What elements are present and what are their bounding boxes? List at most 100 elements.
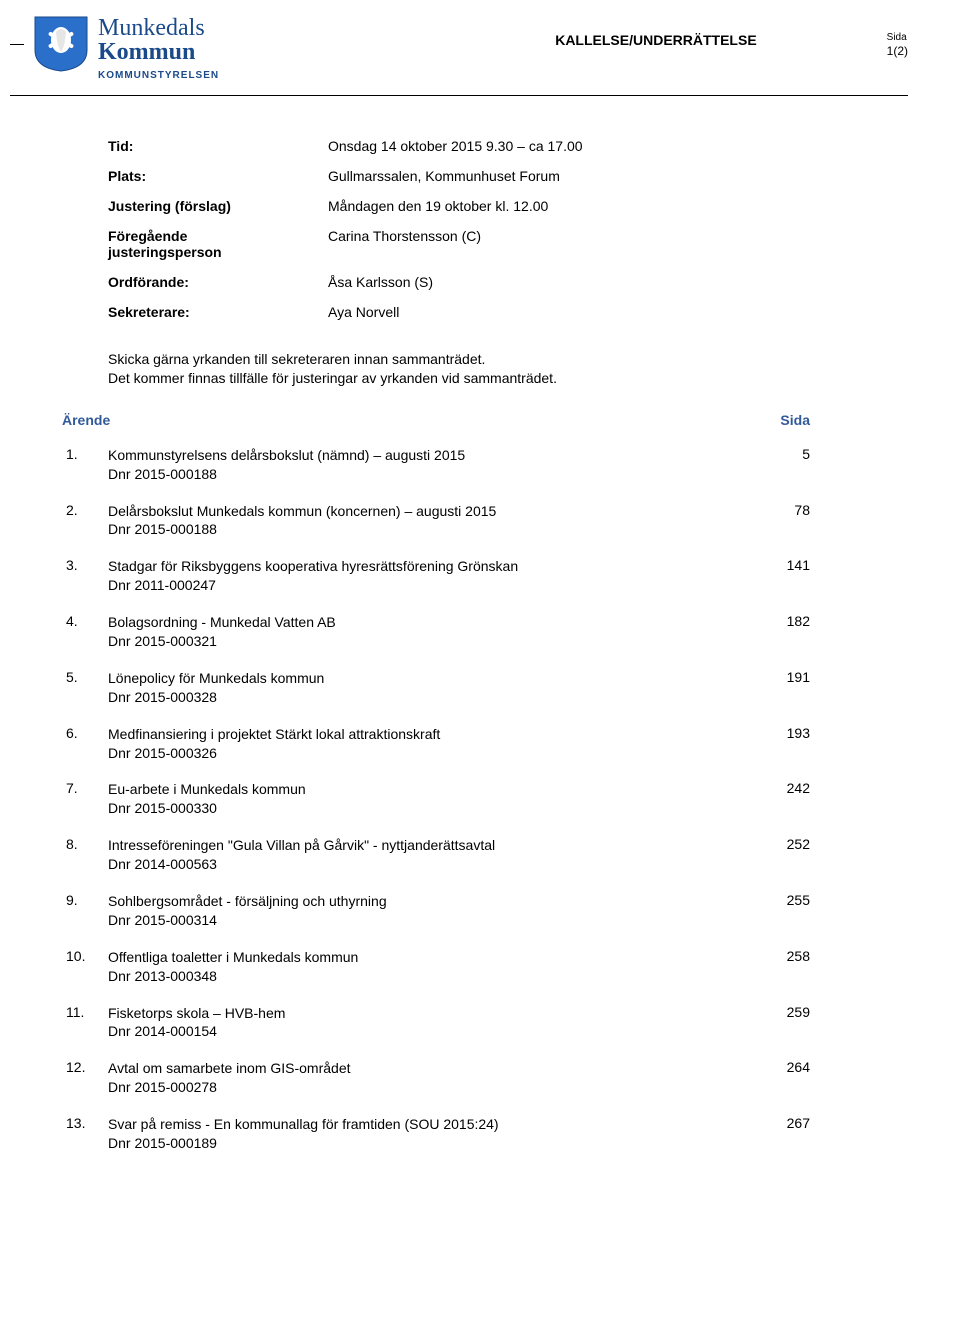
agenda-dnr: Dnr 2011-000247: [108, 576, 750, 595]
agenda-number: 1.: [62, 446, 108, 484]
agenda-header: Ärende Sida: [62, 412, 810, 428]
meta-label: Justering (förslag): [108, 198, 328, 214]
agenda-item: 7.Eu-arbete i Munkedals kommunDnr 2015-0…: [62, 780, 810, 818]
agenda-number: 3.: [62, 557, 108, 595]
agenda-body: Bolagsordning - Munkedal Vatten ABDnr 20…: [108, 613, 750, 651]
agenda-dnr: Dnr 2015-000321: [108, 632, 750, 651]
meta-label: Ordförande:: [108, 274, 328, 290]
agenda-body: Svar på remiss - En kommunallag för fram…: [108, 1115, 750, 1153]
agenda-page: 193: [750, 725, 810, 763]
page-header: Munkedals Kommun KOMMUNSTYRELSEN KALLELS…: [10, 14, 908, 81]
agenda-item: 6.Medfinansiering i projektet Stärkt lok…: [62, 725, 810, 763]
agenda-title: Kommunstyrelsens delårsbokslut (nämnd) –…: [108, 446, 750, 465]
agenda-title: Intresseföreningen "Gula Villan på Gårvi…: [108, 836, 750, 855]
agenda-page: 258: [750, 948, 810, 986]
agenda-title: Bolagsordning - Munkedal Vatten AB: [108, 613, 750, 632]
document-title: KALLELSE/UNDERRÄTTELSE: [555, 32, 756, 48]
agenda-page: 78: [750, 502, 810, 540]
agenda-title: Eu-arbete i Munkedals kommun: [108, 780, 750, 799]
agenda-number: 8.: [62, 836, 108, 874]
agenda-body: Eu-arbete i Munkedals kommunDnr 2015-000…: [108, 780, 750, 818]
agenda-header-right: Sida: [780, 412, 810, 428]
logo-block: Munkedals Kommun KOMMUNSTYRELSEN: [10, 14, 219, 81]
agenda-body: Sohlbergsområdet - försäljning och uthyr…: [108, 892, 750, 930]
agenda-item: 3.Stadgar för Riksbyggens kooperativa hy…: [62, 557, 810, 595]
agenda-body: Kommunstyrelsens delårsbokslut (nämnd) –…: [108, 446, 750, 484]
content: Tid:Onsdag 14 oktober 2015 9.30 – ca 17.…: [10, 96, 810, 1153]
meta-label: Sekreterare:: [108, 304, 328, 320]
agenda-item: 11.Fisketorps skola – HVB-hemDnr 2014-00…: [62, 1004, 810, 1042]
note-line-1: Skicka gärna yrkanden till sekreteraren …: [108, 351, 485, 367]
agenda-body: Intresseföreningen "Gula Villan på Gårvi…: [108, 836, 750, 874]
meta-label: Plats:: [108, 168, 328, 184]
agenda-title: Delårsbokslut Munkedals kommun (koncerne…: [108, 502, 750, 521]
agenda-dnr: Dnr 2015-000188: [108, 465, 750, 484]
agenda-page: 255: [750, 892, 810, 930]
header-right: KALLELSE/UNDERRÄTTELSE Sida 1(2): [555, 14, 908, 58]
agenda-title: Stadgar för Riksbyggens kooperativa hyre…: [108, 557, 750, 576]
page-info-number: 1(2): [887, 44, 908, 58]
agenda-title: Sohlbergsområdet - försäljning och uthyr…: [108, 892, 750, 911]
agenda-dnr: Dnr 2015-000330: [108, 799, 750, 818]
meta-value: Aya Norvell: [328, 304, 810, 320]
agenda-page: 191: [750, 669, 810, 707]
meta-value: Åsa Karlsson (S): [328, 274, 810, 290]
agenda-number: 5.: [62, 669, 108, 707]
meta-value: Onsdag 14 oktober 2015 9.30 – ca 17.00: [328, 138, 810, 154]
agenda-page: 264: [750, 1059, 810, 1097]
logo-name-light: Munkedals: [98, 15, 205, 41]
agenda-dnr: Dnr 2015-000278: [108, 1078, 750, 1097]
agenda-dnr: Dnr 2015-000314: [108, 911, 750, 930]
agenda-number: 10.: [62, 948, 108, 986]
agenda-title: Lönepolicy för Munkedals kommun: [108, 669, 750, 688]
note-line-2: Det kommer finnas tillfälle för justerin…: [108, 370, 557, 386]
agenda-item: 2.Delårsbokslut Munkedals kommun (koncer…: [62, 502, 810, 540]
page-info: Sida 1(2): [887, 32, 908, 58]
agenda-body: Avtal om samarbete inom GIS-områdetDnr 2…: [108, 1059, 750, 1097]
agenda-item: 5.Lönepolicy för Munkedals kommunDnr 201…: [62, 669, 810, 707]
agenda-item: 12.Avtal om samarbete inom GIS-områdetDn…: [62, 1059, 810, 1097]
agenda-number: 4.: [62, 613, 108, 651]
agenda-list: 1.Kommunstyrelsens delårsbokslut (nämnd)…: [62, 446, 810, 1153]
meta-value: Carina Thorstensson (C): [328, 228, 810, 260]
agenda-title: Svar på remiss - En kommunallag för fram…: [108, 1115, 750, 1134]
agenda-item: 8.Intresseföreningen "Gula Villan på Går…: [62, 836, 810, 874]
agenda-title: Fisketorps skola – HVB-hem: [108, 1004, 750, 1023]
agenda-body: Offentliga toaletter i Munkedals kommunD…: [108, 948, 750, 986]
agenda-dnr: Dnr 2015-000328: [108, 688, 750, 707]
agenda-body: Medfinansiering i projektet Stärkt lokal…: [108, 725, 750, 763]
agenda-number: 2.: [62, 502, 108, 540]
agenda-body: Delårsbokslut Munkedals kommun (koncerne…: [108, 502, 750, 540]
agenda-number: 11.: [62, 1004, 108, 1042]
logo-subtitle: KOMMUNSTYRELSEN: [98, 70, 219, 81]
agenda-dnr: Dnr 2015-000326: [108, 744, 750, 763]
agenda-page: 259: [750, 1004, 810, 1042]
logo-name: Munkedals Kommun: [98, 16, 219, 64]
agenda-number: 6.: [62, 725, 108, 763]
meta-label: Föregåendejusteringsperson: [108, 228, 328, 260]
agenda-number: 13.: [62, 1115, 108, 1153]
agenda-item: 13.Svar på remiss - En kommunallag för f…: [62, 1115, 810, 1153]
agenda-number: 7.: [62, 780, 108, 818]
agenda-dnr: Dnr 2013-000348: [108, 967, 750, 986]
agenda-header-left: Ärende: [62, 412, 110, 428]
agenda-item: 9.Sohlbergsområdet - försäljning och uth…: [62, 892, 810, 930]
page-info-label: Sida: [887, 32, 908, 44]
page: Munkedals Kommun KOMMUNSTYRELSEN KALLELS…: [0, 0, 960, 1342]
agenda-page: 242: [750, 780, 810, 818]
agenda-page: 182: [750, 613, 810, 651]
agenda-item: 4.Bolagsordning - Munkedal Vatten ABDnr …: [62, 613, 810, 651]
agenda-page: 5: [750, 446, 810, 484]
note-paragraph: Skicka gärna yrkanden till sekreteraren …: [108, 350, 810, 388]
agenda-dnr: Dnr 2015-000189: [108, 1134, 750, 1153]
meta-value: Gullmarssalen, Kommunhuset Forum: [328, 168, 810, 184]
decorative-line: [10, 44, 24, 45]
agenda-title: Avtal om samarbete inom GIS-området: [108, 1059, 750, 1078]
agenda-number: 9.: [62, 892, 108, 930]
agenda-body: Lönepolicy för Munkedals kommunDnr 2015-…: [108, 669, 750, 707]
meta-table: Tid:Onsdag 14 oktober 2015 9.30 – ca 17.…: [108, 138, 810, 320]
meta-label: Tid:: [108, 138, 328, 154]
shield-icon: [32, 14, 90, 72]
agenda-page: 252: [750, 836, 810, 874]
agenda-title: Offentliga toaletter i Munkedals kommun: [108, 948, 750, 967]
